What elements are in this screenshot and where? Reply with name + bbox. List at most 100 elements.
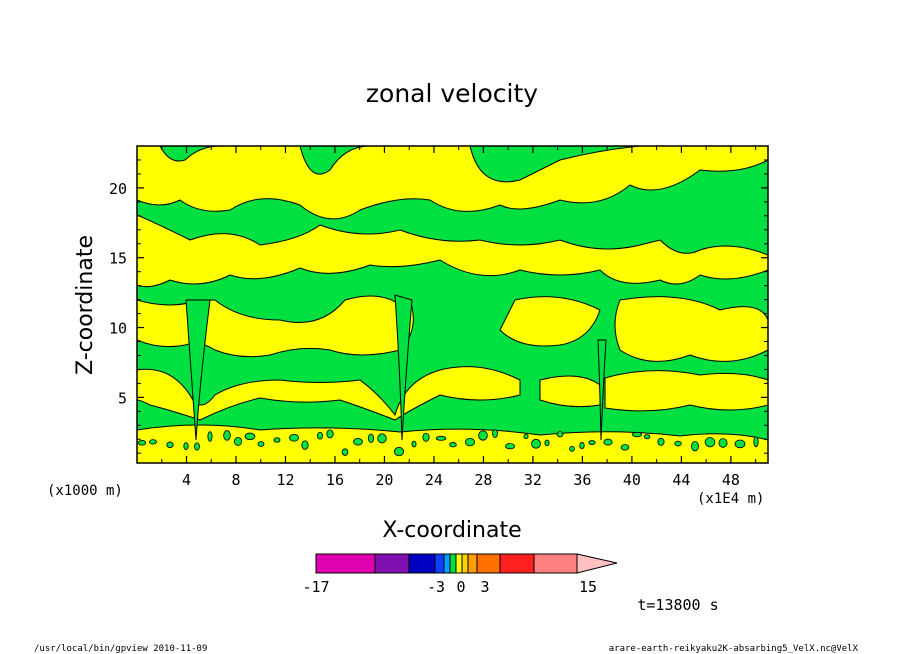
- boundary-cell: [579, 441, 585, 450]
- x-unit-left: (x1000 m): [47, 483, 123, 499]
- colorbar-tick-label: -17: [302, 578, 329, 596]
- y-tick-label: 15: [109, 250, 127, 268]
- colorbar-segment: [443, 553, 451, 574]
- colorbar-segment: [461, 553, 469, 574]
- boundary-cell: [704, 437, 716, 448]
- x-tick-label: 44: [672, 471, 690, 489]
- boundary-cell: [620, 444, 630, 451]
- boundary-cell: [183, 442, 189, 451]
- boundary-cell: [435, 435, 447, 441]
- boundary-cell: [478, 430, 488, 441]
- yellow-region: [137, 366, 521, 421]
- boundary-cell: [223, 430, 231, 441]
- boundary-cell: [588, 440, 596, 445]
- boundary-cell: [544, 439, 550, 447]
- boundary-cell: [194, 442, 200, 451]
- boundary-cell: [569, 445, 575, 452]
- colorbar-segment: [434, 553, 445, 574]
- colorbar-extend-arrow: [576, 553, 618, 574]
- y-tick-label: 20: [109, 180, 127, 198]
- time-label: t=13800 s: [637, 596, 718, 614]
- boundary-cell: [734, 439, 746, 449]
- chart-title: zonal velocity: [366, 79, 538, 108]
- colorbar-tick-label: 0: [456, 578, 465, 596]
- boundary-cell: [273, 437, 281, 443]
- x-axis: 4 8 12 16 20 24 28 32 36 40 44 48: [161, 146, 757, 489]
- footer-right: arare-earth-reikyaku2K-absarbing5_VelX.n…: [609, 644, 859, 654]
- footer-left: /usr/local/bin/gpview 2010-11-09: [34, 644, 207, 654]
- boundary-cell: [753, 436, 759, 448]
- x-tick-label: 24: [425, 471, 443, 489]
- colorbar-segment: [408, 553, 436, 574]
- plume: [394, 294, 413, 441]
- boundary-cell: [504, 443, 516, 450]
- boundary-cell: [394, 446, 404, 457]
- boundary-cell: [631, 431, 643, 438]
- yellow-region: [604, 370, 768, 412]
- boundary-cell: [316, 431, 324, 440]
- colorbar-tick-labels: -17 -3 0 3 15: [302, 578, 597, 596]
- boundary-cell: [643, 434, 651, 440]
- plot-frame: [136, 145, 769, 464]
- colorbar-tick-label: 3: [480, 578, 489, 596]
- yellow-region: [539, 375, 601, 408]
- colorbar-tick-label: 15: [579, 578, 597, 596]
- yellow-region: [499, 296, 601, 347]
- boundary-cell: [464, 437, 476, 447]
- x-axis-label: X-coordinate: [382, 518, 521, 543]
- boundary-cell: [523, 433, 529, 440]
- y-axis-label: Z-coordinate: [73, 235, 98, 375]
- x-tick-label: 48: [722, 471, 740, 489]
- x-tick-label: 40: [623, 471, 641, 489]
- plume: [597, 339, 607, 441]
- boundary-cell: [657, 437, 665, 446]
- yellow-region: [137, 146, 768, 220]
- plume-features: [185, 294, 607, 441]
- positive-velocity-regions: [137, 146, 768, 463]
- boundary-cell: [326, 429, 334, 439]
- boundary-cell: [149, 439, 157, 445]
- boundary-cell: [244, 432, 256, 441]
- boundary-cell: [341, 448, 349, 456]
- yellow-region: [137, 214, 768, 288]
- x-unit-right: (x1E4 m): [697, 491, 764, 507]
- colorbar-segment: [449, 553, 457, 574]
- colorbar-segment: [533, 553, 578, 574]
- boundary-cell: [166, 441, 174, 449]
- boundary-cell: [377, 433, 387, 444]
- y-tick-label: 10: [109, 320, 127, 338]
- colorbar-segment: [455, 553, 463, 574]
- boundary-cell: [674, 440, 682, 447]
- colorbar: [315, 553, 618, 574]
- colorbar-segment: [315, 553, 376, 574]
- x-tick-label: 12: [276, 471, 294, 489]
- plume: [185, 299, 211, 441]
- x-tick-label: 28: [474, 471, 492, 489]
- y-tick-label: 5: [118, 389, 127, 407]
- colorbar-segment: [476, 553, 501, 574]
- boundary-cell: [137, 440, 147, 446]
- x-tick-label: 36: [573, 471, 591, 489]
- boundary-cell: [367, 433, 375, 443]
- boundary-cell: [288, 433, 300, 442]
- boundary-cell: [301, 440, 309, 450]
- x-tick-label: 16: [326, 471, 344, 489]
- boundary-cell: [718, 438, 728, 448]
- boundary-cell: [449, 442, 457, 448]
- y-axis: 5 10 15 20: [109, 145, 768, 454]
- colorbar-segment: [499, 553, 535, 574]
- yellow-region: [614, 296, 768, 362]
- colorbar-tick-label: -3: [427, 578, 445, 596]
- boundary-cell: [603, 438, 613, 446]
- x-tick-label: 32: [524, 471, 542, 489]
- x-tick-label: 20: [375, 471, 393, 489]
- boundary-cell: [492, 428, 498, 439]
- boundary-cell: [411, 440, 417, 448]
- boundary-cell: [233, 436, 243, 446]
- x-tick-label: 4: [182, 471, 191, 489]
- boundary-cell: [531, 438, 541, 449]
- colorbar-segment: [374, 553, 410, 574]
- boundary-cell: [207, 431, 213, 442]
- x-tick-label: 8: [231, 471, 240, 489]
